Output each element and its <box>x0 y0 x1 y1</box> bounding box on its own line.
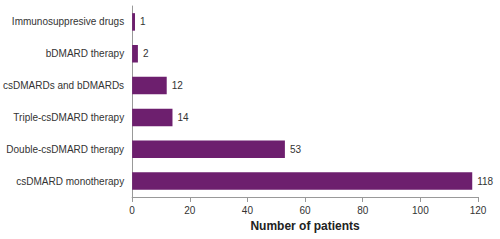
svg-text:2: 2 <box>143 48 149 59</box>
svg-text:bDMARD therapy: bDMARD therapy <box>46 48 124 59</box>
svg-text:118: 118 <box>477 176 493 187</box>
svg-text:12: 12 <box>172 80 184 91</box>
svg-text:53: 53 <box>290 144 302 155</box>
svg-text:14: 14 <box>177 112 189 123</box>
svg-text:20: 20 <box>184 205 196 216</box>
svg-text:1: 1 <box>140 16 146 27</box>
svg-text:40: 40 <box>242 205 254 216</box>
svg-text:Immunosuppresive drugs: Immunosuppresive drugs <box>12 16 124 27</box>
svg-text:100: 100 <box>412 205 429 216</box>
svg-text:60: 60 <box>300 205 312 216</box>
svg-text:Triple-csDMARD therapy: Triple-csDMARD therapy <box>13 112 124 123</box>
svg-text:80: 80 <box>357 205 369 216</box>
svg-text:Number of patients: Number of patients <box>250 219 360 233</box>
svg-text:120: 120 <box>470 205 487 216</box>
svg-text:Double-csDMARD therapy: Double-csDMARD therapy <box>6 144 124 155</box>
svg-text:csDMARD monotherapy: csDMARD monotherapy <box>16 176 124 187</box>
svg-text:0: 0 <box>129 205 135 216</box>
svg-text:csDMARDs and bDMARDs: csDMARDs and bDMARDs <box>3 80 124 91</box>
